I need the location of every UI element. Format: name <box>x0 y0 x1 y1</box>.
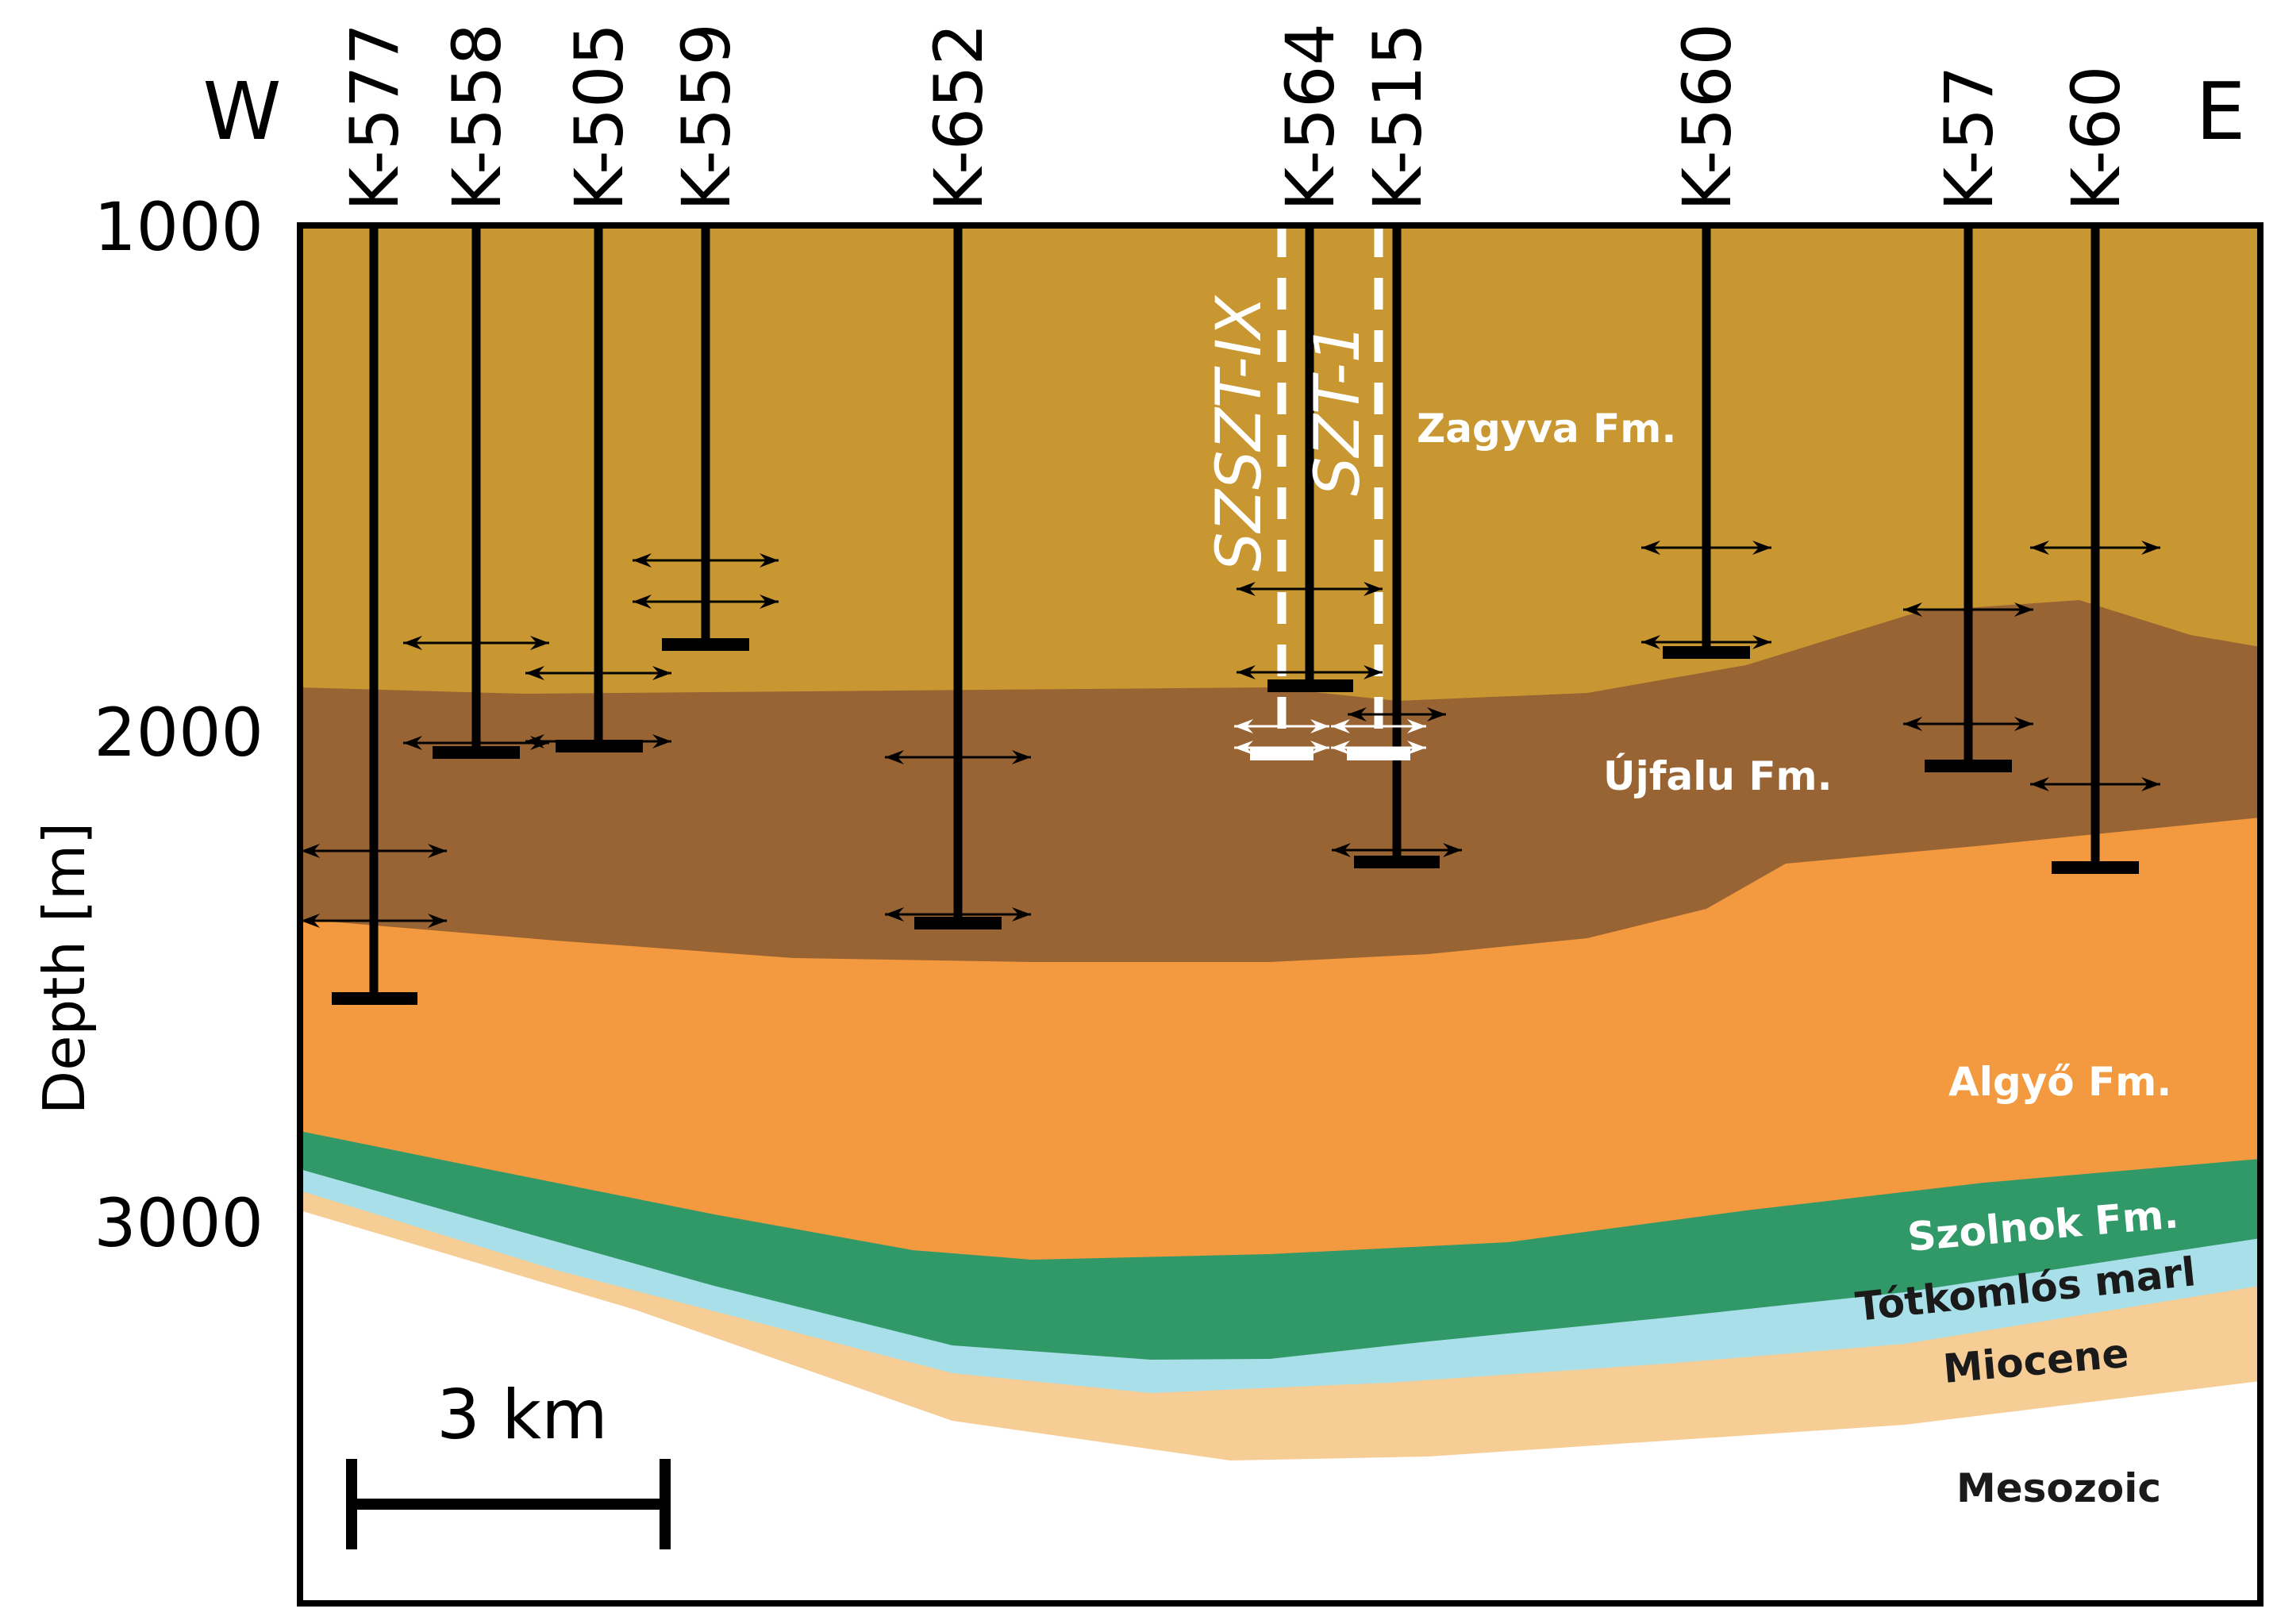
marker-arrowhead <box>2030 541 2049 555</box>
formation-label-mesozoic: Mesozoic <box>1956 1465 2161 1511</box>
marker-arrowhead <box>1443 843 1462 857</box>
marker-arrowhead <box>525 734 544 749</box>
marker-arrowhead <box>1903 717 1922 731</box>
marker-arrowhead <box>1364 582 1383 596</box>
scale-bar-label: 3 km <box>437 1376 608 1455</box>
depth-axis-title: Depth [m] <box>31 822 98 1115</box>
well-label-k-57: K-57 <box>1930 66 2008 211</box>
marker-arrowhead <box>1427 707 1446 722</box>
marker-arrowhead <box>1331 741 1350 755</box>
marker-arrowhead <box>1237 665 1256 679</box>
marker-arrowhead <box>885 750 904 764</box>
marker-arrowhead <box>1234 741 1253 755</box>
section-frame <box>297 222 2264 1607</box>
marker-arrowhead <box>1364 665 1383 679</box>
projected-well-label-szszt-ix: SZSZT-IX <box>1204 294 1275 571</box>
depth-tick-label: 2000 <box>94 694 263 772</box>
marker-arrowhead <box>403 736 422 750</box>
marker-arrowhead <box>301 914 320 928</box>
marker-arrowhead <box>633 595 652 609</box>
marker-arrowhead <box>1331 719 1350 733</box>
marker-arrowhead <box>2141 777 2160 791</box>
marker-arrowhead <box>1641 635 1660 649</box>
marker-arrowhead <box>1237 582 1256 596</box>
marker-arrowhead <box>885 907 904 922</box>
marker-arrowhead <box>2014 717 2033 731</box>
well-labels: K-577 K-558 K-505 K-559 K-652 K-564 K-51… <box>336 23 2135 211</box>
marker-arrowhead <box>1310 741 1329 755</box>
marker-arrowhead <box>760 595 779 609</box>
well-label-k-577: K-577 <box>336 23 413 211</box>
well-label-k-60: K-60 <box>2057 66 2135 211</box>
projected-well-label-szt-1: SZT-1 <box>1302 324 1374 496</box>
east-label: E <box>2195 65 2245 158</box>
west-label: W <box>203 65 282 158</box>
depth-tick-label: 1000 <box>94 188 263 266</box>
marker-arrowhead <box>1407 719 1426 733</box>
marker-arrowhead <box>652 666 671 680</box>
marker-arrowhead <box>428 914 447 928</box>
marker-arrowhead <box>1310 719 1329 733</box>
marker-arrowhead <box>2141 541 2160 555</box>
well-label-k-564: K-564 <box>1271 23 1349 211</box>
marker-arrowhead <box>2030 777 2049 791</box>
marker-arrowhead <box>1752 541 1771 555</box>
marker-arrowhead <box>525 666 544 680</box>
well-label-k-559: K-559 <box>667 23 745 211</box>
projected-wells <box>1250 225 1410 760</box>
marker-arrowhead <box>1012 907 1031 922</box>
marker-arrowhead <box>428 844 447 858</box>
well-label-k-558: K-558 <box>438 23 516 211</box>
marker-arrowhead <box>1332 843 1351 857</box>
marker-arrowhead <box>760 553 779 568</box>
marker-arrowhead <box>633 553 652 568</box>
depth-tick-label: 3000 <box>94 1184 263 1262</box>
well-label-k-652: K-652 <box>920 23 998 211</box>
well-label-k-505: K-505 <box>560 23 638 211</box>
formation-label-ujfalu: Újfalu Fm. <box>1603 752 1833 799</box>
marker-arrowhead <box>1348 707 1367 722</box>
marker-arrowhead <box>1641 541 1660 555</box>
marker-arrowhead <box>652 734 671 749</box>
marker-arrowhead <box>530 636 549 650</box>
formation-label-algyo: Algyő Fm. <box>1948 1059 2171 1105</box>
well-label-k-515: K-515 <box>1359 23 1437 211</box>
marker-arrowhead <box>1407 741 1426 755</box>
marker-arrowhead <box>1234 719 1253 733</box>
well-label-k-560: K-560 <box>1668 23 1746 211</box>
formation-label-zagyva: Zagyva Fm. <box>1417 406 1676 452</box>
marker-arrowhead <box>1752 635 1771 649</box>
well-columns <box>332 225 2139 1005</box>
marker-arrowhead <box>403 636 422 650</box>
marker-arrowhead <box>301 844 320 858</box>
marker-arrowhead <box>2014 602 2033 617</box>
mesozoic-layer <box>300 1210 2260 1603</box>
scale-bar <box>346 1459 671 1549</box>
marker-arrowhead <box>1903 602 1922 617</box>
formation-top-markers <box>301 541 2160 928</box>
marker-arrowhead <box>1012 750 1031 764</box>
